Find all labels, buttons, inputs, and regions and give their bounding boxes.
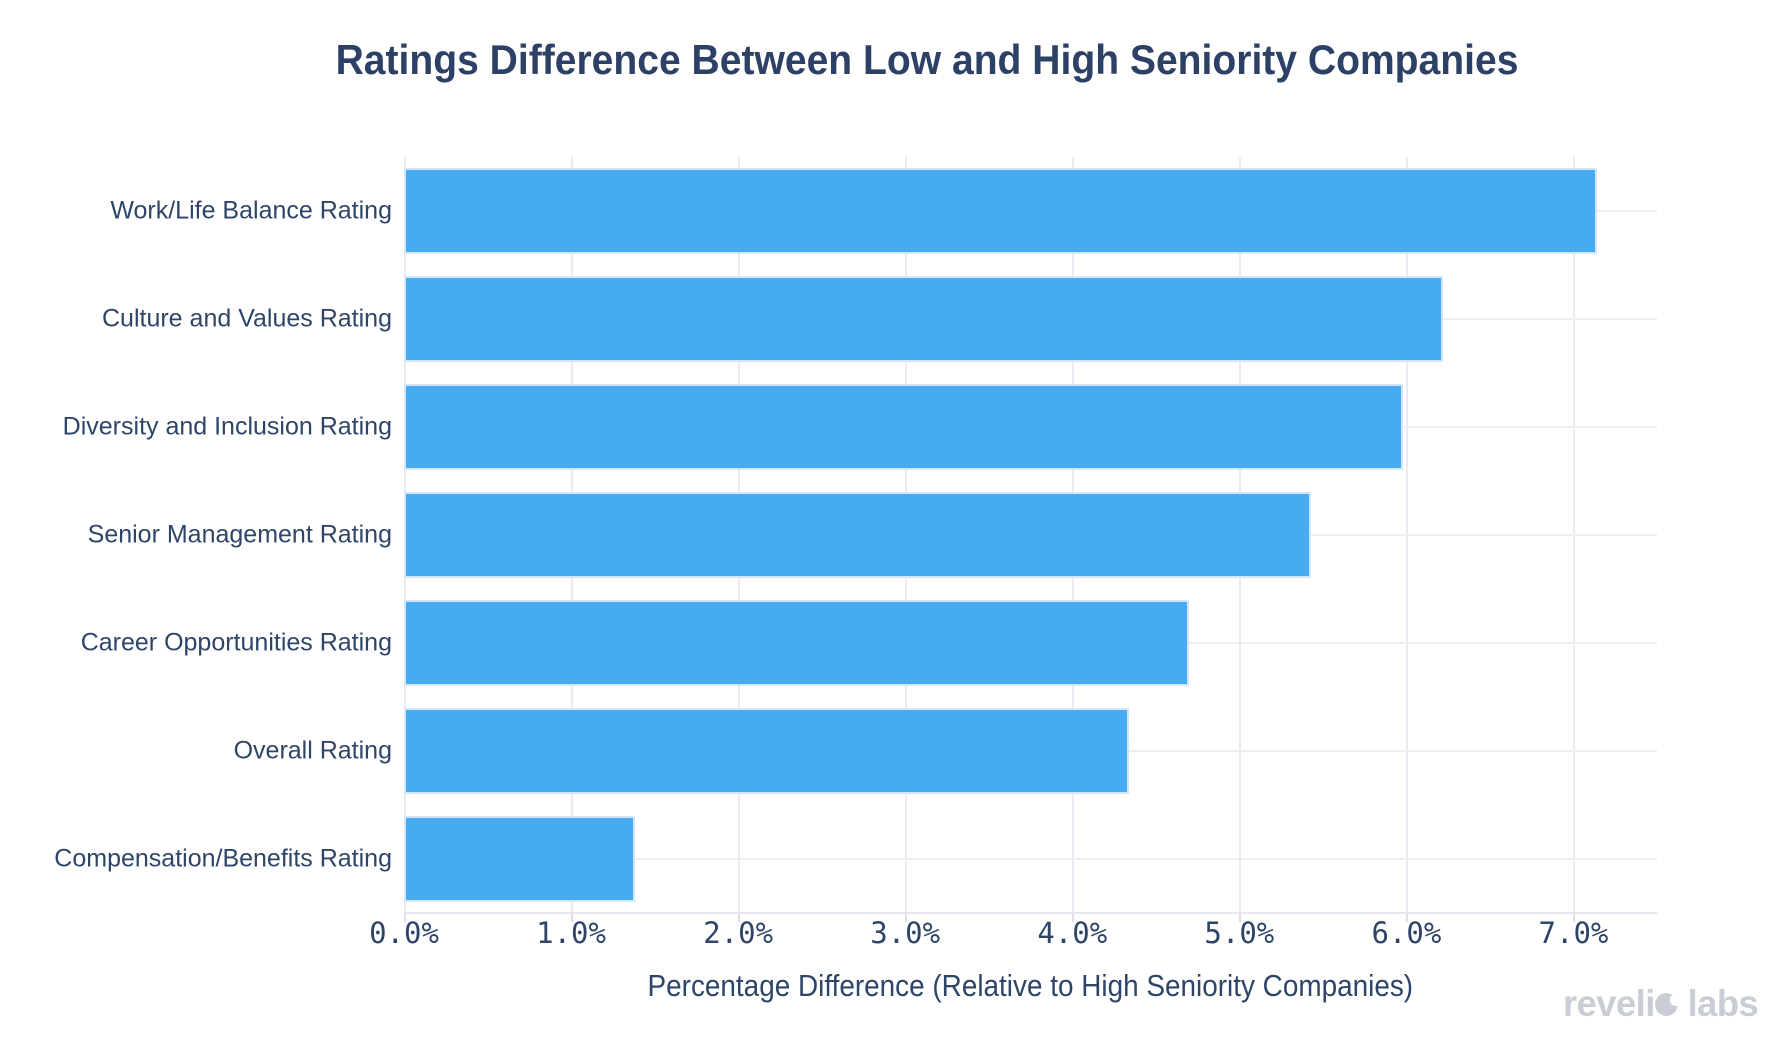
plot-area [404, 157, 1657, 913]
x-tick-mark [1573, 913, 1576, 922]
x-tick-label: 7.0% [1538, 916, 1609, 950]
bar-senior-management-rating [404, 492, 1312, 578]
x-tick-mark [738, 913, 741, 922]
x-tick-mark [404, 913, 406, 922]
y-axis-label: Culture and Values Rating [102, 304, 392, 333]
chart-title: Ratings Difference Between Low and High … [335, 36, 1519, 83]
bar-compensation-benefits-rating [404, 816, 635, 902]
x-axis-tickmarks [404, 913, 1657, 923]
x-tick-mark [1072, 913, 1075, 922]
x-tick-mark [905, 913, 908, 922]
x-tick-mark [1406, 913, 1409, 922]
y-axis-label: Diversity and Inclusion Rating [62, 412, 392, 441]
y-axis-label: Overall Rating [233, 736, 392, 765]
x-axis-tick-labels: 0.0% 1.0% 2.0% 3.0% 4.0% 5.0% 6.0% 7.0% [369, 916, 1657, 960]
x-tick-label: 3.0% [870, 916, 941, 950]
brand-logo-o-icon [1654, 993, 1681, 1016]
y-axis-label: Career Opportunities Rating [80, 628, 392, 657]
x-tick-mark [571, 913, 574, 922]
x-tick-label: 0.0% [369, 916, 439, 950]
bar-work-life-balance-rating [404, 168, 1597, 254]
bar-career-opportunities-rating [404, 600, 1190, 686]
x-tick-label: 4.0% [1037, 916, 1108, 950]
brand-logo-text: labs [1677, 983, 1758, 1024]
bar-overall-rating [404, 708, 1130, 794]
x-axis-title-wrap: Percentage Difference (Relative to High … [404, 968, 1657, 1004]
x-axis-title: Percentage Difference (Relative to High … [647, 968, 1414, 1003]
x-axis-line [404, 912, 1657, 914]
y-axis-labels: Work/Life Balance Rating Culture and Valu… [0, 157, 392, 913]
brand-logo-text: reveli [1562, 983, 1655, 1024]
x-tick-label: 5.0% [1204, 916, 1275, 950]
x-tick-mark [1239, 913, 1242, 922]
bar-diversity-and-inclusion-rating [404, 384, 1404, 470]
bar-culture-and-values-rating [404, 276, 1444, 362]
y-axis-label: Work/Life Balance Rating [110, 196, 392, 225]
y-axis-label: Senior Management Rating [87, 520, 392, 549]
x-tick-label: 2.0% [703, 916, 774, 950]
brand-logo: reveli labs [1562, 983, 1759, 1025]
horizontal-gridline [404, 858, 1657, 860]
x-tick-label: 1.0% [536, 916, 606, 950]
y-axis-label: Compensation/Benefits Rating [54, 844, 392, 873]
x-tick-label: 6.0% [1371, 916, 1442, 950]
